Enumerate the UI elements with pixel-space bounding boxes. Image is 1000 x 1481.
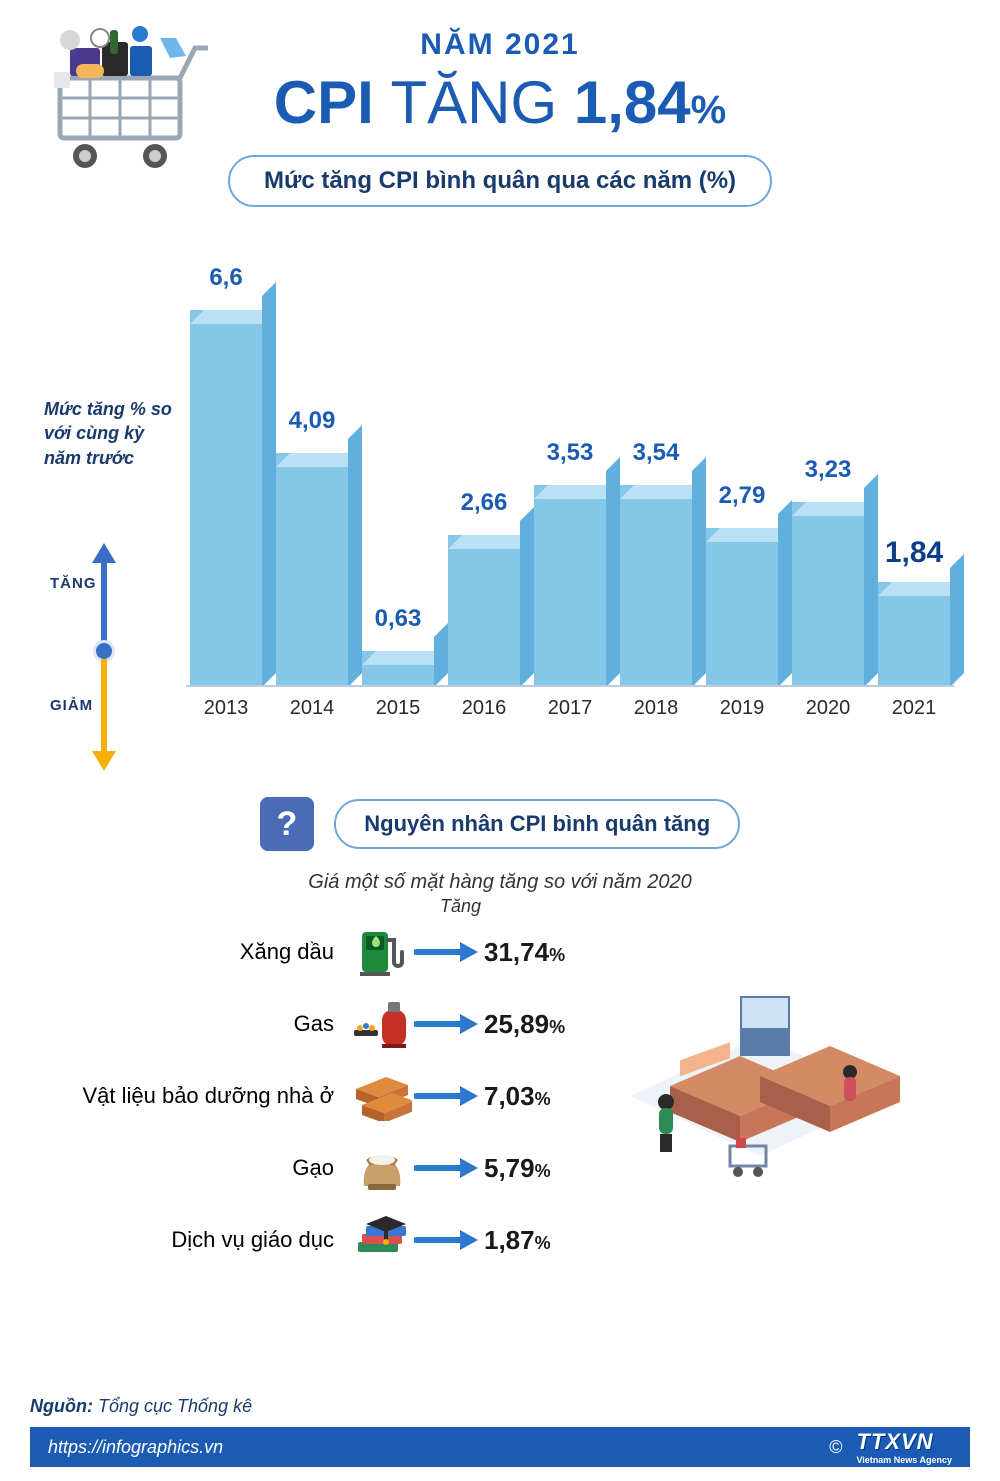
source-name: Tổng cục Thống kê [98, 1396, 252, 1416]
x-axis-categories: 2013 2014 2015 2016 2017 2018 2019 2020 2021 [190, 697, 950, 720]
headline-cpi: CPI [274, 69, 374, 136]
header: NĂM 2021 CPI TĂNG 1,84% Mức tăng CPI bìn… [0, 0, 1000, 217]
bar-value-label: 1,84 [864, 536, 965, 570]
bricks-icon [350, 1066, 414, 1126]
shopping-cart-icon [40, 18, 210, 178]
bar-value-label: 6,6 [176, 264, 277, 292]
axis-up-label: TĂNG [50, 575, 97, 592]
source-line: Nguồn: Tổng cục Thống kê [30, 1396, 970, 1417]
x-tick: 2013 [190, 697, 262, 720]
copyright-icon: © [829, 1437, 842, 1458]
headline-tang: TĂNG [391, 69, 558, 136]
item-label: Gas [60, 1011, 350, 1037]
bar-2014: 4,09 [276, 453, 348, 687]
reasons-title-pill: Nguyên nhân CPI bình quân tăng [334, 799, 740, 849]
reasons-section: ? Nguyên nhân CPI bình quân tăng Giá một… [60, 797, 940, 1276]
arrow-right-icon [414, 1228, 484, 1252]
footer-url: https://infographics.vn [48, 1437, 223, 1458]
item-value: 25,89% [484, 1009, 565, 1040]
bar-value-label: 3,23 [778, 456, 879, 484]
bar-value-label: 0,63 [348, 605, 449, 633]
x-tick: 2014 [276, 697, 348, 720]
headline-value: 1,84 [574, 69, 691, 136]
x-tick: 2021 [878, 697, 950, 720]
gas-icon [350, 994, 414, 1054]
reasons-header: ? Nguyên nhân CPI bình quân tăng [60, 797, 940, 851]
item-value: 5,79% [484, 1153, 551, 1184]
bar-2017: 3,53 [534, 485, 606, 687]
increase-decrease-axis: TĂNG GIẢM [94, 557, 114, 757]
item-label: Gạo [60, 1155, 350, 1181]
y-axis-caption: Mức tăng % so với cùng kỳ năm trước [44, 397, 174, 470]
cpi-bar-chart: Mức tăng % so với cùng kỳ năm trước TĂNG… [50, 257, 950, 757]
headline-pct: % [691, 88, 727, 132]
item-label: Xăng dầu [60, 939, 350, 965]
increase-label: Tăng [440, 896, 481, 917]
supermarket-icon [610, 976, 910, 1196]
bar-2021: 1,84 [878, 582, 950, 687]
axis-down-label: GIẢM [50, 697, 93, 714]
item-label: Dịch vụ giáo dục [60, 1227, 350, 1253]
footer: Nguồn: Tổng cục Thống kê https://infogra… [0, 1386, 1000, 1481]
bar-2020: 3,23 [792, 502, 864, 687]
item-value: 31,74% [484, 937, 565, 968]
bar-value-label: 2,79 [692, 482, 793, 510]
x-tick: 2020 [792, 697, 864, 720]
item-value: 7,03% [484, 1081, 551, 1112]
bar-2013: 6,6 [190, 310, 262, 687]
arrow-right-icon [414, 940, 484, 964]
bar-2018: 3,54 [620, 485, 692, 687]
bar-value-label: 3,54 [606, 439, 707, 467]
bar-value-label: 4,09 [262, 407, 363, 435]
x-tick: 2018 [620, 697, 692, 720]
bar-value-label: 2,66 [434, 489, 535, 517]
edu-icon [350, 1210, 414, 1270]
arrow-right-icon [414, 1084, 484, 1108]
item-value: 1,87% [484, 1225, 551, 1256]
footer-bar: https://infographics.vn © TTXVN Vietnam … [30, 1427, 970, 1467]
x-tick: 2015 [362, 697, 434, 720]
x-tick: 2019 [706, 697, 778, 720]
ttxvn-logo: TTXVN [856, 1429, 933, 1454]
ttxvn-logo-sub: Vietnam News Agency [856, 1455, 952, 1465]
reasons-subtitle: Giá một số mặt hàng tăng so với năm 2020 [60, 871, 940, 894]
chart-title-pill: Mức tăng CPI bình quân qua các năm (%) [228, 155, 772, 207]
x-tick: 2016 [448, 697, 520, 720]
arrow-right-icon [414, 1156, 484, 1180]
item-label: Vật liệu bảo dưỡng nhà ở [60, 1083, 350, 1109]
source-prefix: Nguồn: [30, 1396, 93, 1416]
rice-icon [350, 1138, 414, 1198]
bar-2015: 0,63 [362, 651, 434, 687]
bar-2016: 2,66 [448, 535, 520, 687]
footer-logo-block: © TTXVN Vietnam News Agency [829, 1429, 952, 1465]
price-item: Dịch vụ giáo dục 1,87% [60, 1204, 940, 1276]
question-icon: ? [260, 797, 314, 851]
fuel-icon [350, 922, 414, 982]
x-tick: 2017 [534, 697, 606, 720]
bars-area: 6,6 4,09 0,63 2,66 3,53 3 [190, 257, 950, 687]
arrow-right-icon [414, 1012, 484, 1036]
bar-2019: 2,79 [706, 528, 778, 687]
